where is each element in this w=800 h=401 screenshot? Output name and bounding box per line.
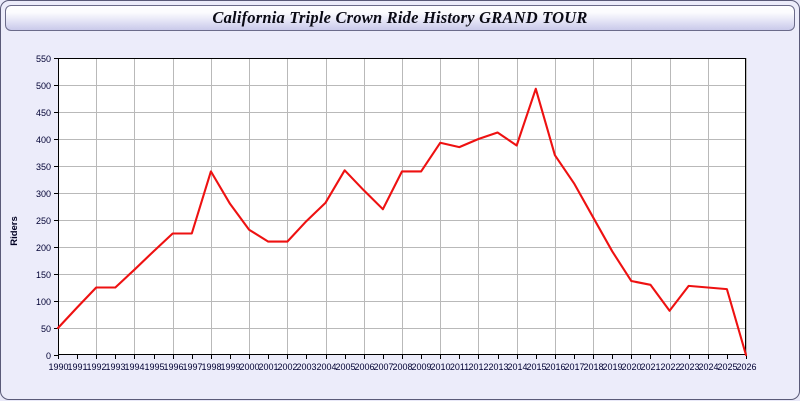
x-tick-label: 2015 — [526, 362, 546, 372]
x-tick-label: 2013 — [488, 362, 508, 372]
x-tick-label: 1996 — [163, 362, 183, 372]
x-tick-label: 2021 — [640, 362, 660, 372]
x-tick-label: 1992 — [86, 362, 106, 372]
window-titlebar: California Triple Crown Ride History GRA… — [5, 5, 795, 31]
x-tick-label: 1995 — [144, 362, 164, 372]
x-tick-label: 2006 — [354, 362, 374, 372]
chart-canvas: 0 50 100 150 200 250 300 350 400 450 500 550 1990 19… — [1, 35, 800, 401]
x-tick-label: 2009 — [411, 362, 431, 372]
x-tick-label: 2022 — [660, 362, 680, 372]
x-tick-label: 2016 — [545, 362, 565, 372]
x-tick-label: 2014 — [507, 362, 527, 372]
x-tick-label: 2008 — [392, 362, 412, 372]
x-tick-label: 2004 — [316, 362, 336, 372]
x-tick-label: 2026 — [736, 362, 756, 372]
x-tick-label: 1993 — [105, 362, 125, 372]
series-line-Riders — [56, 87, 748, 357]
x-tick-label: 2023 — [679, 362, 699, 372]
x-tick-label: 2011 — [450, 362, 469, 372]
x-tick-label: 2000 — [239, 362, 259, 372]
x-tick-label: 2019 — [602, 362, 622, 372]
x-tick-label: 1999 — [220, 362, 240, 372]
x-tick-label: 2003 — [296, 362, 316, 372]
x-tick-label: 2007 — [373, 362, 393, 372]
y-tick-label: 350 — [36, 162, 51, 172]
x-tick-label: 1997 — [182, 362, 202, 372]
x-tick-label: 2024 — [698, 362, 718, 372]
page-title: California Triple Crown Ride History GRA… — [212, 8, 588, 27]
y-axis-ticks: 0 50 100 150 200 250 300 350 400 450 500 550 — [36, 54, 58, 361]
y-tick-label: 250 — [36, 216, 51, 226]
axis-lines — [58, 58, 746, 355]
y-tick-label: 150 — [36, 270, 51, 280]
y-tick-label: 50 — [41, 324, 51, 334]
x-tick-label: 2005 — [335, 362, 355, 372]
x-tick-label: 1994 — [124, 362, 144, 372]
y-tick-label: 100 — [36, 297, 51, 307]
y-tick-label: 0 — [46, 351, 51, 361]
x-tick-label: 2010 — [430, 362, 450, 372]
y-tick-label: 400 — [36, 135, 51, 145]
x-tick-label: 2025 — [717, 362, 737, 372]
x-tick-label: 1991 — [67, 362, 87, 372]
y-tick-label: 200 — [36, 243, 51, 253]
y-tick-label: 500 — [36, 81, 51, 91]
y-tick-label: 550 — [36, 54, 51, 64]
x-tick-label: 2001 — [258, 362, 278, 372]
x-tick-label: 1998 — [201, 362, 221, 372]
x-tick-label: 2017 — [564, 362, 584, 372]
y-tick-label: 300 — [36, 189, 51, 199]
y-tick-label: 450 — [36, 108, 51, 118]
x-tick-label: 2018 — [583, 362, 603, 372]
x-tick-label: 2020 — [621, 362, 641, 372]
data-series — [56, 87, 748, 357]
x-tick-label: 1990 — [48, 362, 68, 372]
x-tick-label: 2002 — [277, 362, 297, 372]
y-axis-label: Riders — [9, 216, 20, 246]
x-tick-label: 2012 — [468, 362, 488, 372]
